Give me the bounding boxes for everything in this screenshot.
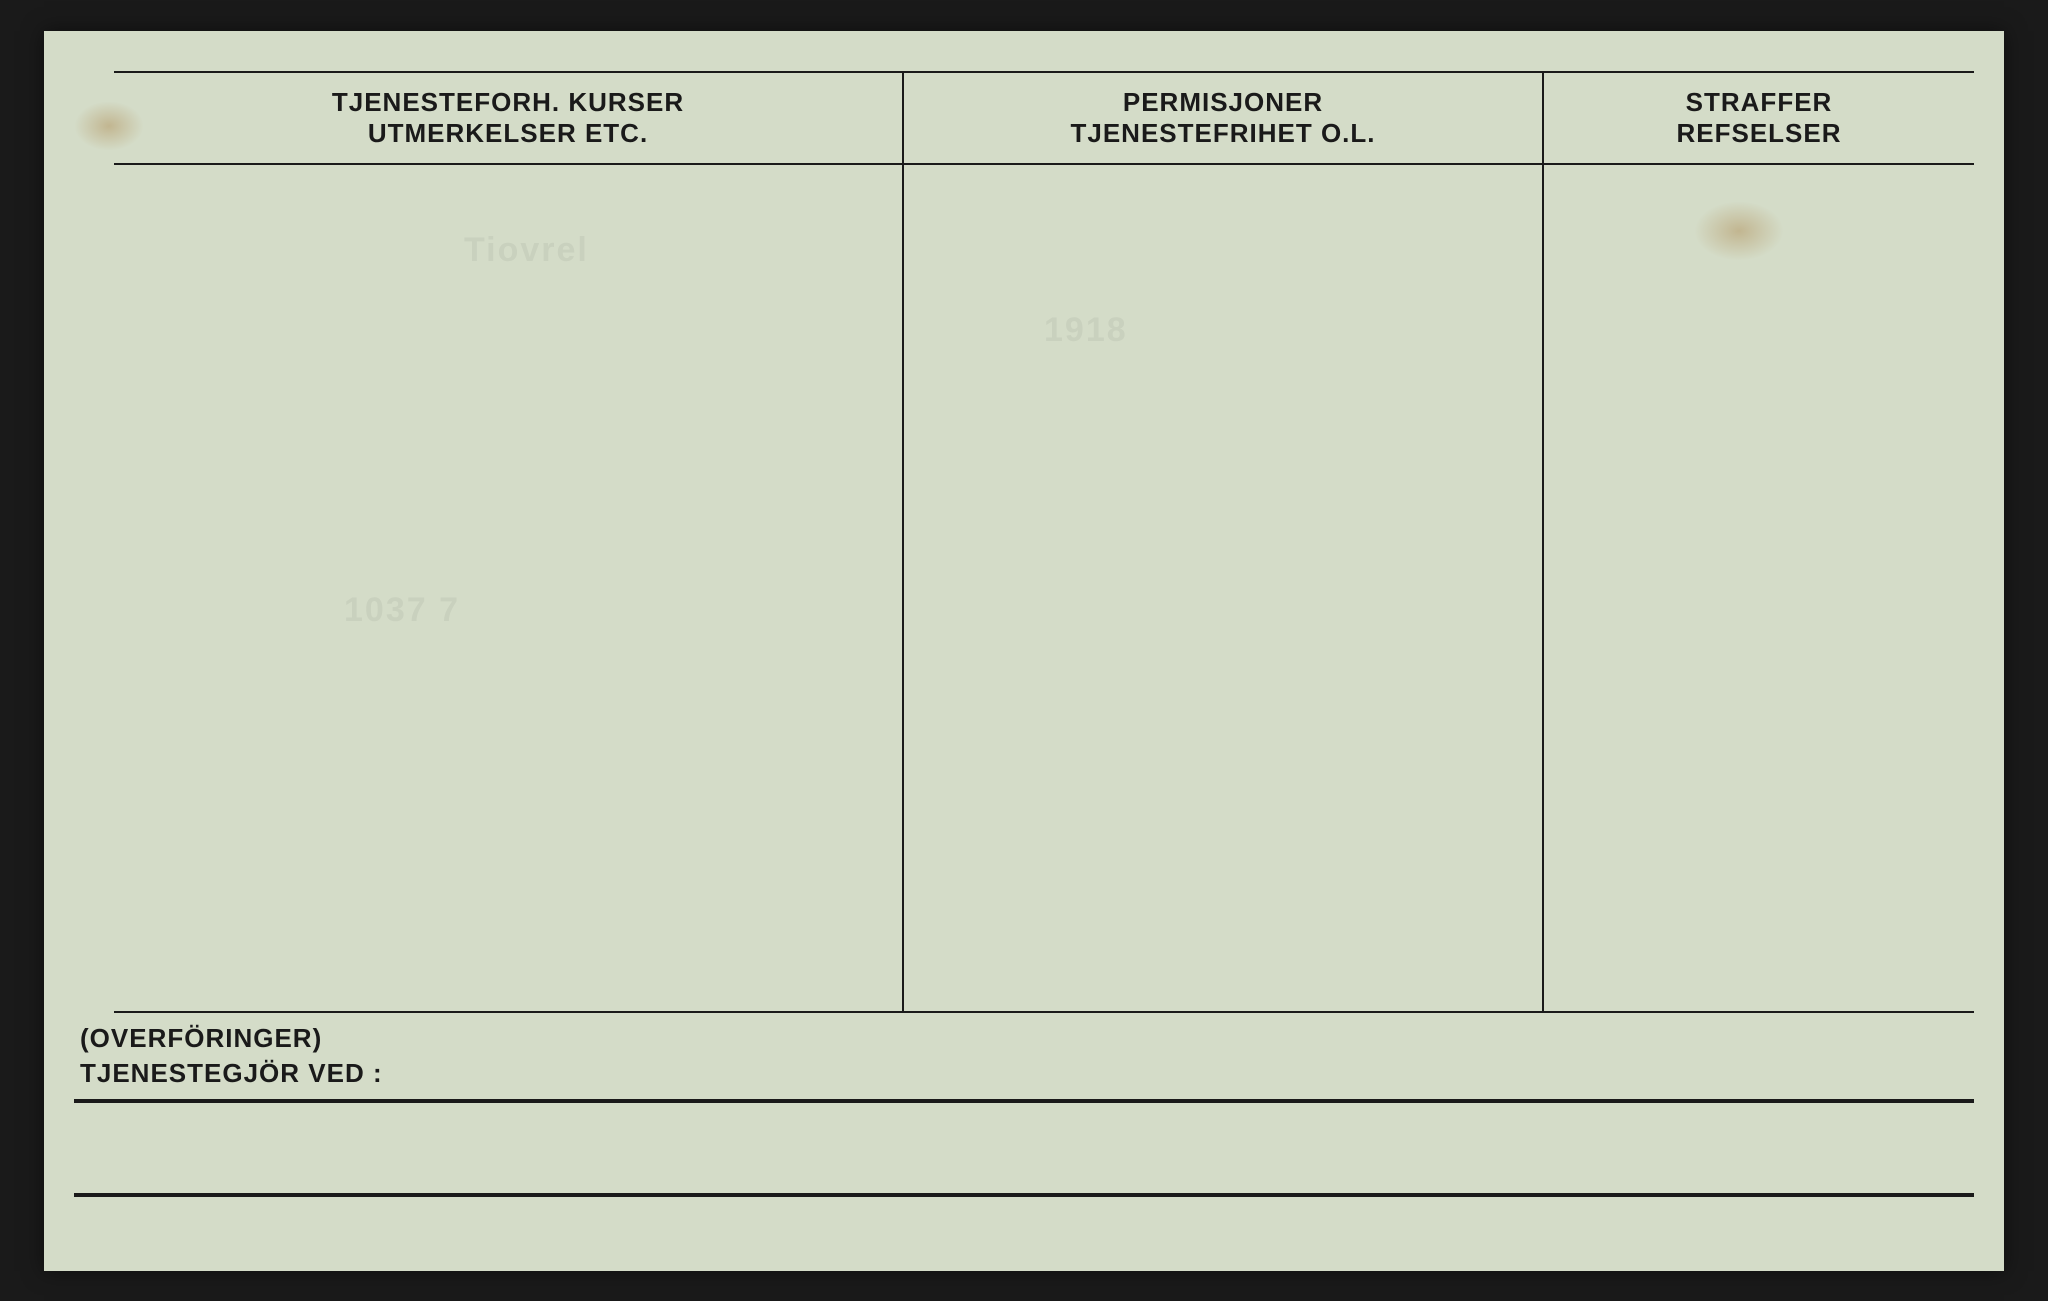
header-text: TJENESTEFRIHET O.L. [1070, 118, 1375, 149]
header-text: TJENESTEFORH. KURSER [332, 87, 684, 118]
header-col-permisjoner: PERMISJONER TJENESTEFRIHET O.L. [904, 73, 1544, 163]
footer-section: (OVERFÖRINGER) TJENESTEGJÖR VED : [74, 1021, 1974, 1197]
record-card: TJENESTEFORH. KURSER UTMERKELSER ETC. PE… [44, 31, 2004, 1271]
header-text: PERMISJONER [1123, 87, 1323, 118]
header-text: REFSELSER [1676, 118, 1841, 149]
footer-line-tjenestegjor: TJENESTEGJÖR VED : [80, 1056, 1974, 1091]
body-col-2 [904, 161, 1544, 1011]
scan-background: TJENESTEFORH. KURSER UTMERKELSER ETC. PE… [0, 0, 2048, 1301]
table-header-row: TJENESTEFORH. KURSER UTMERKELSER ETC. PE… [114, 71, 1974, 165]
header-col-straffer: STRAFFER REFSELSER [1544, 73, 1974, 163]
header-text: UTMERKELSER ETC. [368, 118, 648, 149]
body-col-3 [1544, 161, 1974, 1011]
header-col-tjenesteforh: TJENESTEFORH. KURSER UTMERKELSER ETC. [114, 73, 904, 163]
footer-rule-2 [74, 1193, 1974, 1197]
header-text: STRAFFER [1686, 87, 1833, 118]
body-col-1 [114, 161, 904, 1011]
table-body-row [114, 161, 1974, 1013]
footer-line-overforinger: (OVERFÖRINGER) [80, 1021, 1974, 1056]
footer-blank-band [74, 1103, 1974, 1193]
footer-labels: (OVERFÖRINGER) TJENESTEGJÖR VED : [74, 1021, 1974, 1099]
